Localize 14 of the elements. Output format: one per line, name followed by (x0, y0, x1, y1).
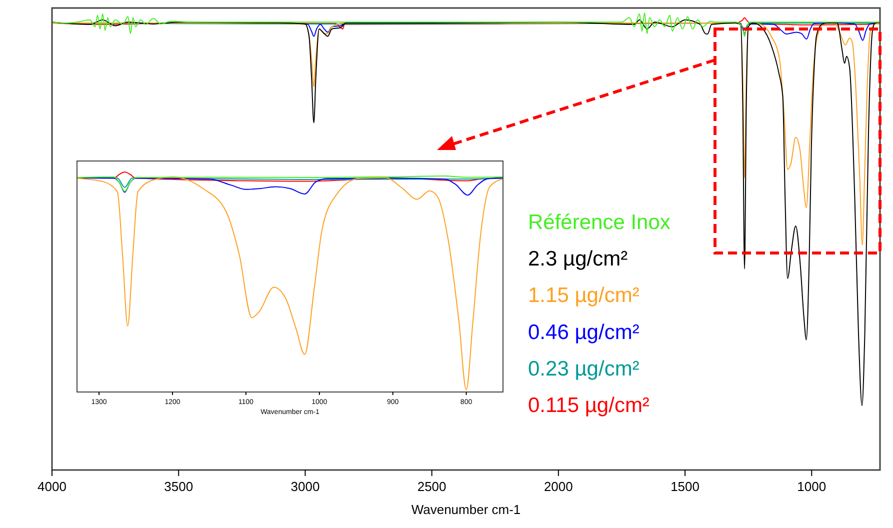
text: 0.115 µg/cm² (528, 394, 650, 417)
x-tick-label: 4000 (38, 479, 66, 494)
x-tick-label: 3500 (164, 479, 194, 494)
x-tick-label: 2500 (417, 479, 446, 494)
x-axis-title: Wavenumber cm-1 (411, 502, 521, 517)
text: 1.15 µg/cm² (528, 284, 640, 308)
text: 2.3 µg/cm² (528, 248, 628, 271)
text: 0.46 µg/cm² (528, 320, 640, 344)
text: 0.23 µg/cm² (528, 357, 640, 380)
x-tick-label: 3000 (290, 479, 320, 494)
x-tick-label: 1000 (797, 479, 826, 494)
x-tick-label: 2000 (544, 479, 573, 494)
x-tick-label: 1500 (670, 479, 700, 494)
text: Référence Inox (528, 211, 671, 234)
